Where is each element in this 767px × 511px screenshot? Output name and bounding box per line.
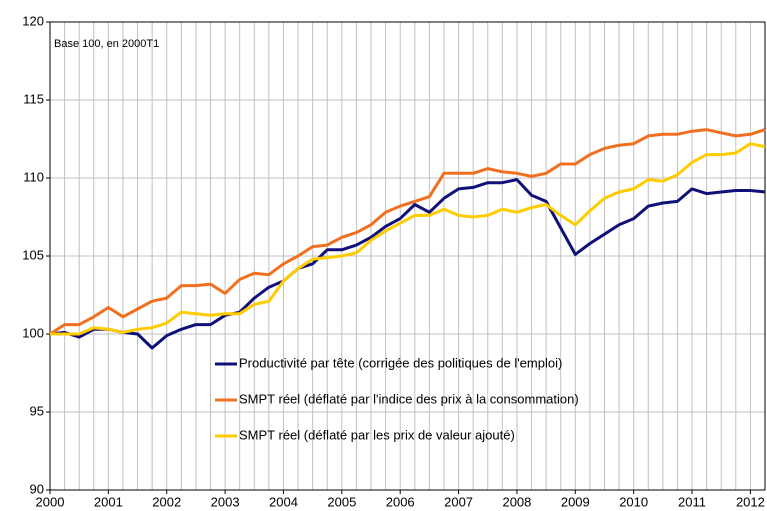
annotation: Base 100, en 2000T1 bbox=[54, 38, 159, 50]
x-tick-label: 2008 bbox=[502, 494, 531, 509]
x-tick-label: 2012 bbox=[736, 494, 765, 509]
y-tick-label: 110 bbox=[23, 169, 44, 184]
series-line bbox=[49, 128, 766, 336]
legend-label: Productivité par tête (corrigée des poli… bbox=[239, 355, 562, 370]
x-tick-label: 2000 bbox=[36, 494, 65, 509]
x-tick-label: 2010 bbox=[619, 494, 648, 509]
y-tick-label: 95 bbox=[30, 403, 44, 418]
series-line bbox=[50, 142, 766, 336]
y-tick-label: 100 bbox=[22, 325, 44, 340]
x-tick-label: 2006 bbox=[386, 494, 415, 509]
legend-label: SMPT réel (déflaté par l'indice des prix… bbox=[239, 391, 579, 406]
y-tick-label: 90 bbox=[30, 481, 44, 496]
y-tick-label: 105 bbox=[22, 247, 44, 262]
x-tick-label: 2009 bbox=[561, 494, 590, 509]
y-tick-label: 120 bbox=[22, 13, 44, 28]
x-tick-label: 2002 bbox=[152, 494, 181, 509]
legend-label: SMPT réel (déflaté par les prix de valeu… bbox=[239, 427, 515, 442]
series-line bbox=[49, 178, 766, 350]
x-tick-label: 2004 bbox=[269, 494, 298, 509]
plot-border bbox=[49, 21, 766, 491]
x-tick-label: 2005 bbox=[327, 494, 356, 509]
x-tick-label: 2001 bbox=[94, 494, 123, 509]
x-tick-label: 2007 bbox=[444, 494, 473, 509]
y-tick-label: 115 bbox=[23, 91, 44, 106]
x-tick-label: 2003 bbox=[211, 494, 240, 509]
x-tick-label: 2011 bbox=[678, 494, 706, 509]
